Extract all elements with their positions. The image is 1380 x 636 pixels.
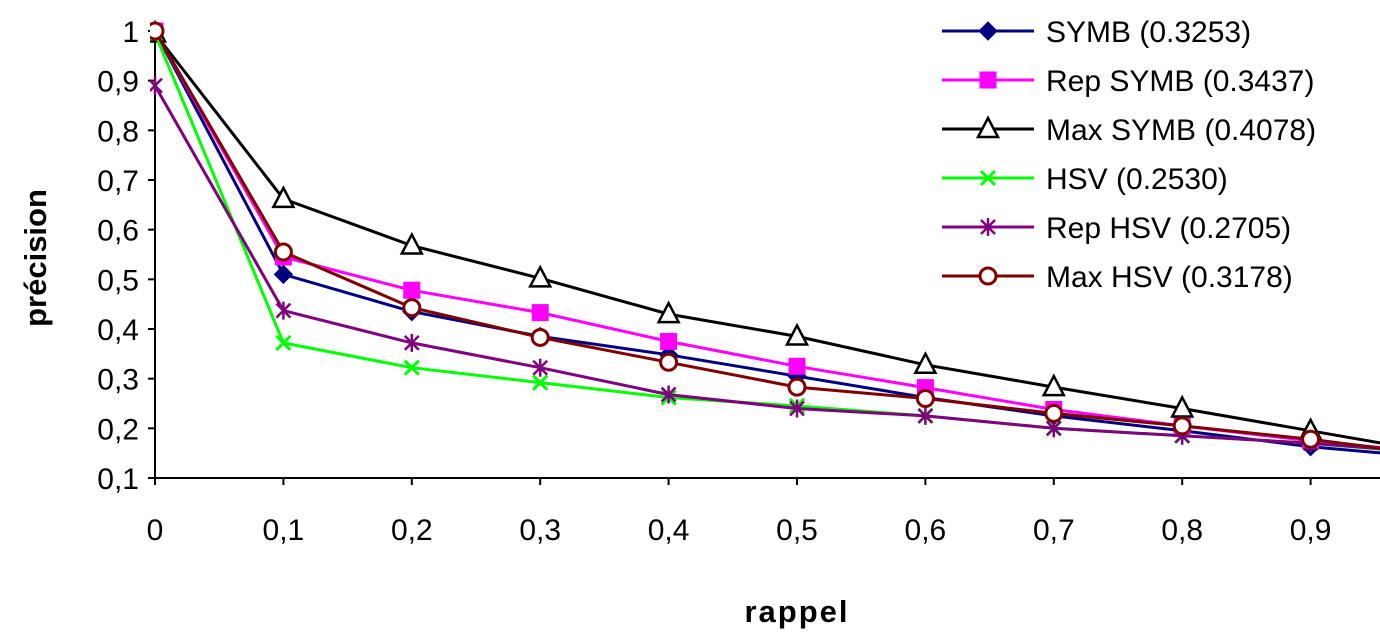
data-point-marker <box>403 281 421 299</box>
x-tick-label: 0 <box>147 514 164 547</box>
x-tick-label: 0,2 <box>391 514 433 547</box>
data-point-marker <box>979 169 997 187</box>
data-point-marker <box>978 21 998 41</box>
data-point-marker <box>978 266 998 286</box>
data-point-marker <box>789 399 805 418</box>
legend: SYMB (0.3253) Rep SYMB (0.3437) Max SYMB (… <box>942 16 1316 294</box>
data-point-marker <box>787 377 807 397</box>
x-tick-label: 0,8 <box>1161 514 1203 547</box>
data-point-marker <box>150 21 165 41</box>
y-tick-label: 0,8 <box>97 115 139 148</box>
data-point-marker <box>271 185 296 209</box>
data-point-marker <box>150 76 163 95</box>
y-axis-title: précision <box>18 189 53 327</box>
data-point-marker <box>403 359 420 376</box>
data-point-marker <box>275 334 292 351</box>
data-point-marker <box>788 357 806 375</box>
series-group <box>150 19 1380 457</box>
legend-label: HSV (0.2530) <box>1046 163 1228 196</box>
data-point-marker <box>402 298 422 318</box>
y-tick-label: 0,1 <box>97 463 139 496</box>
data-point-marker <box>399 231 424 255</box>
legend-item: Max SYMB (0.4078) <box>942 114 1316 147</box>
y-tick-label: 0,2 <box>97 413 139 446</box>
data-point-marker <box>656 300 681 324</box>
data-point-marker <box>531 304 549 322</box>
data-point-marker <box>784 322 810 346</box>
x-tick-label: 0,7 <box>1033 514 1075 547</box>
legend-label: Rep SYMB (0.3437) <box>1046 65 1314 98</box>
y-ticks: 0,1 0,2 0,3 0,4 0,5 0,6 0,7 0,8 0,9 1 <box>97 16 155 496</box>
data-point-marker <box>979 71 997 89</box>
data-point-marker <box>532 374 549 391</box>
legend-label: Rep HSV (0.2705) <box>1046 212 1291 245</box>
y-tick-label: 0,3 <box>97 364 139 397</box>
data-point-marker <box>980 218 996 236</box>
legend-label: Max SYMB (0.4078) <box>1046 114 1316 147</box>
y-tick-label: 0,4 <box>97 314 139 347</box>
y-tick-label: 1 <box>122 16 139 49</box>
x-tick-label: 0,3 <box>519 514 561 547</box>
x-tick-label: 0,5 <box>776 514 818 547</box>
x-tick-label: 0,4 <box>648 514 690 547</box>
legend-item: Rep SYMB (0.3437) <box>942 65 1314 98</box>
legend-item: SYMB (0.3253) <box>942 16 1251 49</box>
legend-item: Max HSV (0.3178) <box>942 261 1293 294</box>
data-point-marker <box>917 406 934 425</box>
data-point-marker <box>659 352 679 372</box>
series-2 <box>150 19 1380 445</box>
y-tick-label: 0,5 <box>97 264 139 297</box>
legend-label: SYMB (0.3253) <box>1046 16 1251 49</box>
data-point-marker <box>660 385 677 404</box>
y-tick-label: 0,6 <box>97 215 139 248</box>
y-tick-label: 0,7 <box>97 165 139 198</box>
legend-item: HSV (0.2530) <box>942 163 1228 196</box>
data-point-marker <box>660 332 678 350</box>
x-tick-label: 0,1 <box>263 514 305 547</box>
x-tick-label: 0,6 <box>905 514 947 547</box>
data-point-marker <box>913 351 938 375</box>
axes <box>154 31 1380 479</box>
legend-label: Max HSV (0.3178) <box>1046 261 1293 294</box>
data-point-marker <box>1044 403 1064 423</box>
x-ticks: 0 0,1 0,2 0,3 0,4 0,5 0,6 0,7 0,8 0,9 <box>147 478 1332 547</box>
data-point-marker <box>915 389 935 409</box>
legend-item: Rep HSV (0.2705) <box>942 212 1291 245</box>
data-point-marker <box>1172 416 1192 436</box>
data-point-marker <box>273 242 293 262</box>
series-5 <box>150 21 1380 450</box>
data-point-marker <box>1041 373 1066 397</box>
x-axis-title: rappel <box>744 594 849 629</box>
data-point-marker <box>403 333 420 352</box>
data-point-marker <box>275 301 292 320</box>
y-tick-label: 0,9 <box>97 66 139 99</box>
data-point-marker <box>273 264 294 285</box>
data-point-marker <box>532 358 549 377</box>
data-point-marker <box>530 327 550 347</box>
data-point-marker <box>1301 429 1321 449</box>
data-point-marker <box>528 264 553 288</box>
data-point-marker <box>975 115 1001 139</box>
x-tick-label: 0,9 <box>1290 514 1332 547</box>
